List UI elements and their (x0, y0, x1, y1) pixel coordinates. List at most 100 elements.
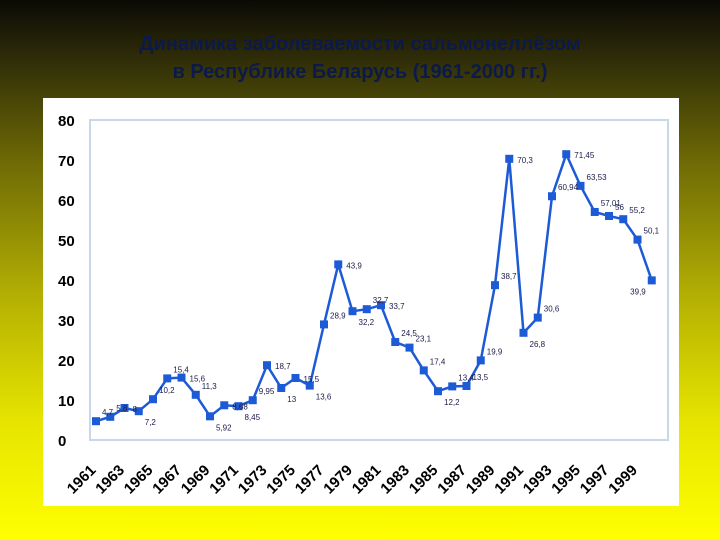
data-label: 39,9 (630, 287, 646, 296)
data-point (448, 382, 457, 391)
data-point (590, 207, 599, 216)
y-tick-label: 60 (58, 193, 75, 210)
x-tick-label: 1985 (406, 462, 442, 498)
data-point (234, 402, 243, 411)
data-point (120, 404, 129, 412)
data-point (362, 305, 371, 314)
data-point (277, 384, 286, 392)
data-point (163, 374, 172, 383)
data-point (405, 343, 414, 352)
data-label: 10,2 (159, 386, 175, 395)
data-label: 19,9 (487, 347, 503, 356)
data-label: 11,3 (202, 382, 218, 391)
data-point (377, 301, 385, 310)
data-point (348, 307, 357, 316)
data-label: 38,7 (501, 272, 517, 281)
x-tick-label: 1961 (64, 462, 100, 498)
data-point (619, 215, 628, 224)
data-point (106, 412, 115, 421)
y-tick-label: 20 (58, 353, 75, 370)
x-tick-label: 1965 (121, 462, 157, 498)
data-label: 13,4 (458, 373, 474, 382)
data-label: 5,8 (116, 404, 128, 413)
data-label: 32,7 (373, 296, 389, 305)
data-label: 55,2 (629, 206, 645, 215)
data-point (491, 281, 499, 290)
data-label: 15,5 (304, 375, 320, 384)
title-line-2: в Республике Беларусь (1961-2000 гг.) (172, 61, 548, 83)
data-label: 4,7 (102, 408, 114, 417)
data-label: 15,4 (173, 365, 189, 374)
data-label: 17,4 (430, 357, 446, 366)
data-point (263, 361, 271, 370)
x-axis-ticks: 1961196319651967196919711973197519771979… (64, 462, 641, 498)
data-point (419, 366, 428, 375)
data-point (605, 212, 613, 220)
chart-panel (43, 98, 679, 506)
x-tick-label: 1993 (520, 462, 556, 498)
data-label: 12,2 (444, 398, 460, 407)
data-label: 23,1 (416, 335, 432, 344)
data-point (548, 192, 556, 201)
data-label: 32,2 (359, 318, 375, 327)
data-label: 50,1 (644, 227, 660, 236)
data-point (177, 373, 186, 382)
data-label: 8 (133, 405, 138, 414)
data-label: 7,2 (145, 418, 157, 427)
data-label: 26,8 (530, 340, 546, 349)
data-label: 33,7 (389, 302, 405, 311)
data-point (462, 382, 471, 390)
x-tick-label: 1997 (577, 462, 613, 498)
data-label: 18,7 (275, 362, 291, 371)
data-label: 9,95 (259, 387, 275, 396)
data-point (576, 181, 585, 190)
y-tick-label: 0 (58, 433, 66, 450)
data-label: 13,5 (473, 373, 489, 382)
title-line-1: Динамика заболеваемости сальмонеллёзом (139, 33, 581, 55)
data-point (519, 328, 528, 337)
data-point (647, 276, 656, 285)
data-label: 5,92 (216, 423, 232, 432)
data-point (92, 417, 100, 426)
data-point (220, 401, 229, 410)
data-point (134, 407, 143, 416)
data-label: 13,6 (316, 393, 332, 402)
y-tick-label: 10 (58, 393, 75, 410)
data-point (391, 338, 400, 346)
data-label: 30,6 (544, 305, 560, 314)
x-tick-label: 1977 (292, 462, 328, 498)
x-tick-label: 1999 (605, 462, 641, 498)
series-line (95, 150, 653, 423)
data-point (206, 412, 214, 421)
data-point (248, 396, 257, 405)
chart-title: Динамика заболеваемости сальмонеллёзом в… (0, 30, 720, 86)
x-tick-label: 1995 (548, 462, 584, 498)
x-tick-label: 1991 (491, 462, 527, 498)
data-label: 8,45 (245, 413, 261, 422)
data-labels: 4,7 5,8 8 7,2 10,2 15,415,611,3 5,92 8,68 8,45 9,… (102, 151, 660, 432)
x-tick-label: 1975 (263, 462, 299, 498)
data-label: 70,3 (517, 156, 533, 165)
data-point (334, 260, 343, 269)
data-point (533, 313, 542, 322)
data-point (305, 381, 314, 390)
data-point (505, 154, 514, 163)
y-tick-label: 30 (58, 313, 75, 330)
y-tick-label: 40 (58, 273, 75, 290)
x-tick-label: 1967 (149, 462, 185, 498)
x-tick-label: 1989 (463, 462, 499, 498)
data-label: 57,01 (601, 199, 622, 208)
data-point (149, 395, 157, 404)
data-label: 60,94 (558, 183, 579, 192)
data-label: 56 (615, 203, 624, 212)
x-tick-label: 1963 (92, 462, 128, 498)
x-tick-label: 1973 (235, 462, 271, 498)
data-point (562, 150, 571, 159)
data-label: 13 (287, 395, 296, 404)
y-tick-label: 80 (58, 113, 75, 130)
data-label: 28,9 (330, 311, 346, 320)
x-tick-label: 1971 (206, 462, 242, 498)
data-label: 43,9 (346, 261, 362, 270)
data-label: 15,6 (190, 375, 206, 384)
